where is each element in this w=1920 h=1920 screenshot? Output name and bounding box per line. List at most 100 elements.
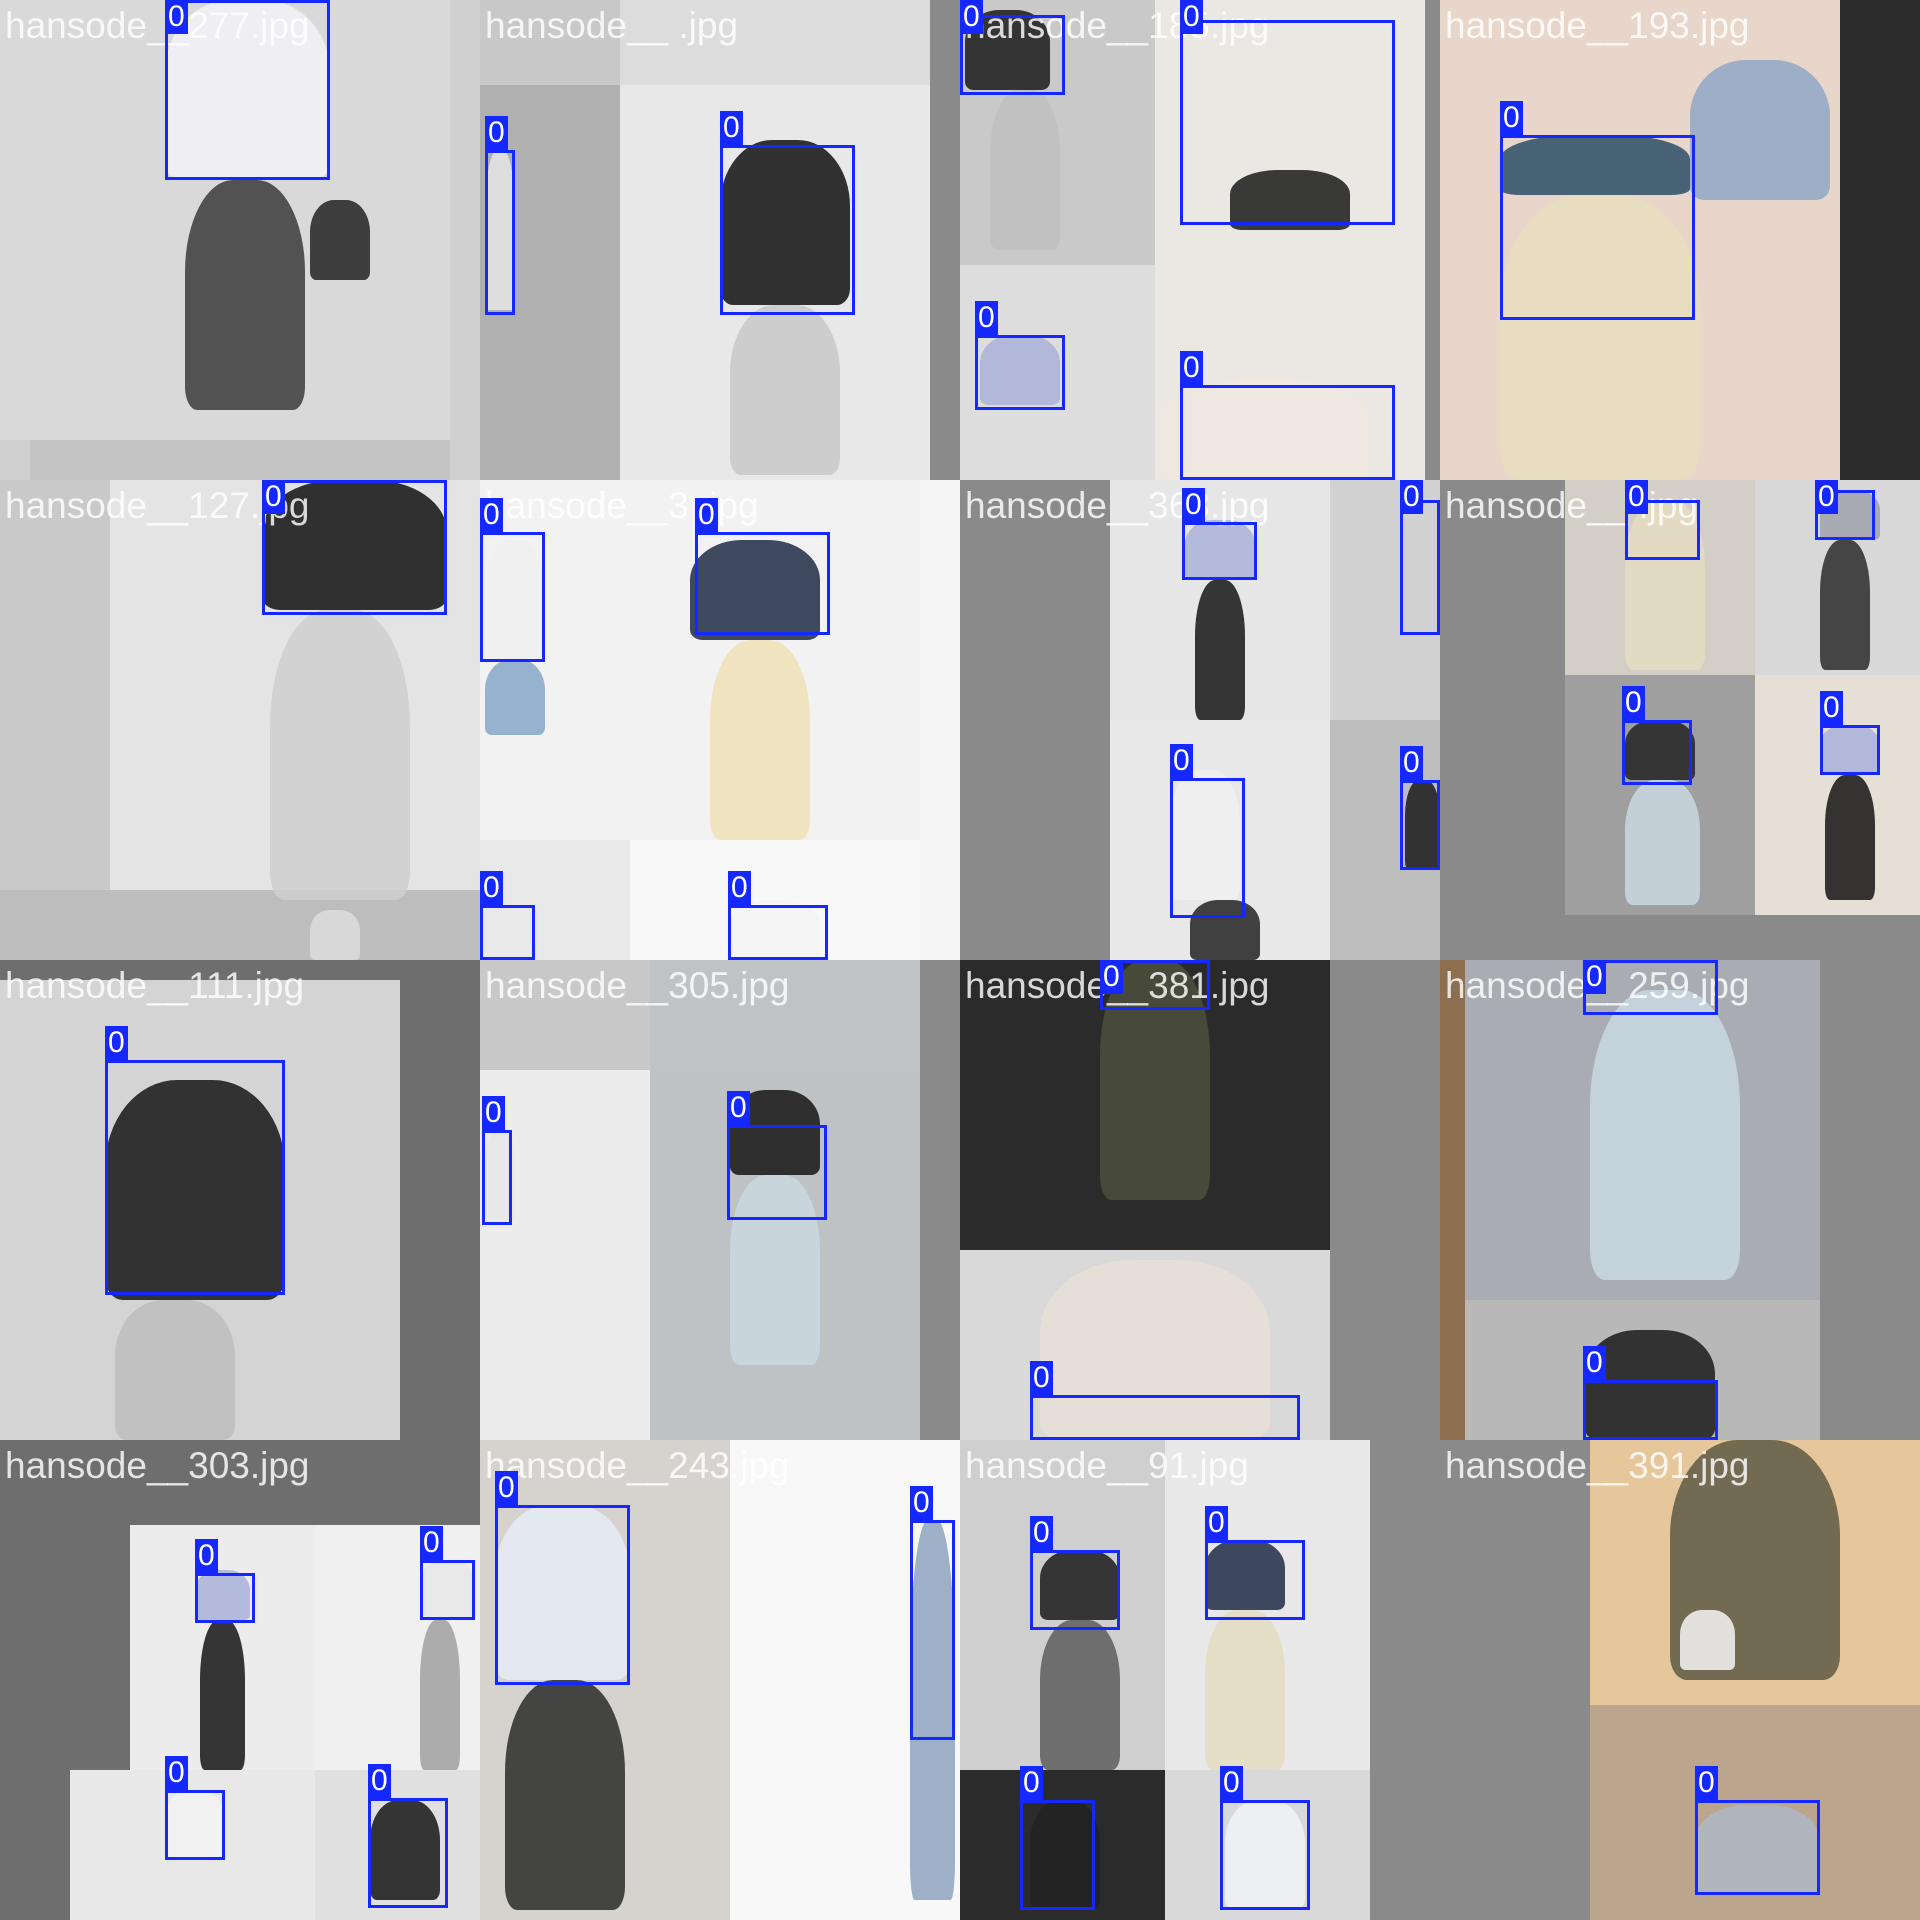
tile-filename-label: hansode__277.jpg <box>5 5 310 46</box>
detection-box <box>728 905 828 960</box>
detection-box <box>1400 500 1440 635</box>
class-id-label: 0 <box>720 111 743 145</box>
class-id-label: 0 <box>1100 960 1123 994</box>
detection-box <box>695 532 830 635</box>
detection-box <box>960 15 1065 95</box>
detection-box <box>105 1060 285 1295</box>
garment-shape <box>1625 720 1695 780</box>
class-id-label: 0 <box>165 0 188 34</box>
garment-shape <box>370 1800 440 1900</box>
detection-box <box>727 1125 827 1220</box>
image-panel <box>480 1070 650 1440</box>
class-id-label: 0 <box>368 1764 391 1798</box>
detection-box <box>1815 490 1875 540</box>
class-id-label: 0 <box>1220 1766 1243 1800</box>
garment-shape <box>1040 1550 1120 1620</box>
image-panel <box>1440 960 1465 1440</box>
garment-shape <box>690 540 820 640</box>
garment-shape <box>1625 500 1705 670</box>
garment-shape <box>1500 195 1700 480</box>
garment-shape <box>420 1560 475 1620</box>
mosaic-tile: hansode__185.jpg 0 0 0 0 <box>960 0 1440 480</box>
detection-box <box>910 1520 955 1740</box>
garment-shape <box>420 1620 460 1770</box>
detection-box <box>480 905 535 960</box>
image-panel <box>480 960 650 1070</box>
detection-box <box>1400 780 1440 870</box>
class-id-label: 0 <box>1182 488 1205 522</box>
detection-box <box>1695 1800 1820 1895</box>
class-id-label: 0 <box>1400 480 1423 514</box>
garment-shape <box>1695 1805 1820 1895</box>
tile-filename-label: hansode__303.jpg <box>5 1445 310 1486</box>
class-id-label: 0 <box>105 1026 128 1060</box>
garment-shape <box>1820 540 1870 670</box>
garment-shape <box>1205 1540 1285 1610</box>
detection-box <box>165 1790 225 1860</box>
detection-box <box>1020 1800 1095 1910</box>
tile-filename-label: hansode__91.jpg <box>965 1445 1249 1486</box>
mosaic-tile: hansode__111.jpg 0 <box>0 960 480 1440</box>
image-panel <box>620 0 930 85</box>
garment-shape <box>485 150 515 310</box>
garment-shape <box>270 610 410 900</box>
garment-shape <box>1590 990 1740 1280</box>
image-panel <box>1840 0 1920 480</box>
class-id-label: 0 <box>1170 744 1193 778</box>
class-id-label: 0 <box>1205 1506 1228 1540</box>
mosaic-tile: hansode__243.jpg 0 0 <box>480 1440 960 1920</box>
image-panel <box>480 840 630 960</box>
mosaic-tile: hansode__ .jpg 0 0 0 0 <box>1440 480 1920 960</box>
class-id-label: 0 <box>165 1756 188 1790</box>
class-id-label: 0 <box>910 1486 933 1520</box>
detection-box <box>420 1560 475 1620</box>
class-id-label: 0 <box>695 498 718 532</box>
class-id-label: 0 <box>1500 101 1523 135</box>
garment-shape <box>495 1505 630 1680</box>
tile-filename-label: hansode__368.jpg <box>965 485 1270 526</box>
garment-shape <box>485 660 545 735</box>
garment-shape <box>1185 520 1255 580</box>
detection-box <box>1625 500 1700 560</box>
class-id-label: 0 <box>482 1096 505 1130</box>
class-id-label: 0 <box>1030 1516 1053 1550</box>
garment-shape <box>1170 770 1240 900</box>
class-id-label: 0 <box>1030 1361 1053 1395</box>
garment-shape <box>185 180 305 410</box>
tile-filename-label: hansode__193.jpg <box>1445 5 1750 46</box>
mosaic-tile: hansode__193.jpg 0 <box>1440 0 1920 480</box>
mosaic-tile: hansode__127.jpg 0 <box>0 480 480 960</box>
image-panel <box>0 890 480 960</box>
garment-shape <box>200 1620 245 1770</box>
class-id-label: 0 <box>420 1526 443 1560</box>
mosaic-tile: hansode__3 .jpg 0 0 0 0 <box>480 480 960 960</box>
detection-box <box>1030 1395 1300 1440</box>
tile-filename-label: hansode__185.jpg <box>965 5 1270 46</box>
garment-shape <box>1585 1330 1715 1440</box>
garment-shape <box>1690 60 1830 200</box>
garment-shape <box>730 900 820 960</box>
garment-shape <box>980 335 1060 405</box>
detection-box <box>262 480 447 615</box>
mosaic-tile: hansode__305.jpg 0 0 <box>480 960 960 1440</box>
detection-box <box>1170 778 1245 918</box>
detection-box <box>368 1798 448 1908</box>
garment-shape <box>115 1300 235 1440</box>
detection-box <box>165 0 330 180</box>
mosaic-tile: hansode__91.jpg 0 0 0 0 <box>960 1440 1440 1920</box>
garment-shape <box>730 1175 820 1365</box>
garment-shape <box>1500 135 1690 195</box>
detection-box <box>720 145 855 315</box>
garment-shape <box>505 1680 625 1910</box>
garment-shape <box>1625 780 1700 905</box>
garment-shape <box>990 90 1060 250</box>
garment-shape <box>1205 1610 1285 1770</box>
image-panel <box>480 480 920 840</box>
tile-filename-label: hansode__243.jpg <box>485 1445 790 1486</box>
class-id-label: 0 <box>480 498 503 532</box>
class-id-label: 0 <box>1583 960 1606 994</box>
garment-shape <box>1225 1800 1305 1910</box>
garment-shape <box>1030 1800 1100 1910</box>
garment-shape <box>310 200 370 280</box>
